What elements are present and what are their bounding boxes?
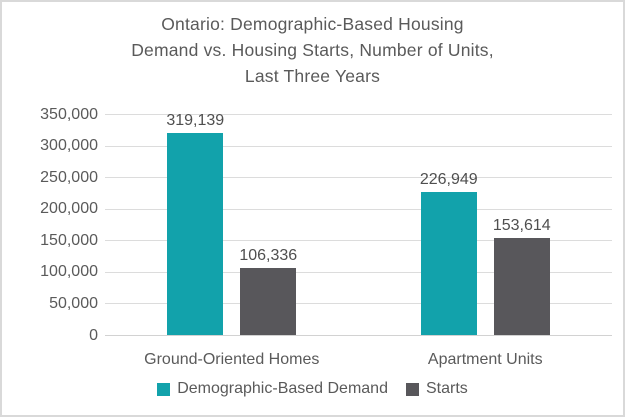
y-axis-tick-label: 0: [89, 326, 98, 344]
y-axis-tick-label: 150,000: [40, 231, 98, 249]
legend-swatch-icon: [405, 382, 419, 396]
bar-starts-ground-oriented: [240, 267, 297, 335]
gridline: [105, 303, 612, 305]
y-axis-tick-label: 250,000: [40, 168, 98, 186]
y-axis-tick-label: 100,000: [40, 263, 98, 281]
bar-data-label: 226,949: [419, 170, 478, 188]
legend-swatch-icon: [157, 382, 171, 396]
legend: Demographic-Based Demand Starts: [2, 380, 623, 398]
y-axis-tick-label: 350,000: [40, 105, 98, 123]
y-axis-tick-label: 50,000: [49, 294, 98, 312]
bar-demand-ground-oriented: [167, 133, 224, 335]
gridline: [105, 177, 612, 179]
y-axis-tick-label: 300,000: [40, 137, 98, 155]
bar-demand-apartment: [420, 191, 477, 335]
x-axis-category-label: Apartment Units: [427, 351, 543, 368]
legend-item-demand: Demographic-Based Demand: [157, 380, 388, 398]
legend-label: Demographic-Based Demand: [177, 380, 388, 397]
legend-item-starts: Starts: [405, 380, 468, 398]
gridline: [105, 208, 612, 210]
chart-title: Ontario: Demographic-Based Housing Deman…: [2, 11, 623, 89]
bar-data-label: 106,336: [239, 246, 298, 264]
x-axis-category-label: Ground-Oriented Homes: [144, 351, 320, 368]
chart-title-line-3: Last Three Years: [244, 66, 381, 86]
gridline: [105, 114, 612, 115]
chart-title-line-2: Demand vs. Housing Starts, Number of Uni…: [131, 40, 494, 60]
gridline: [105, 271, 612, 273]
bar-data-label: 153,614: [492, 217, 551, 234]
gridline: [105, 240, 612, 242]
bar-data-label: 319,139: [166, 112, 225, 130]
gridline: [105, 145, 612, 147]
legend-label: Starts: [425, 380, 468, 397]
chart-title-line-1: Ontario: Demographic-Based Housing: [161, 14, 464, 34]
bar-starts-apartment: [493, 238, 550, 335]
y-axis-tick-label: 200,000: [40, 200, 98, 218]
x-axis-line: [105, 335, 612, 336]
